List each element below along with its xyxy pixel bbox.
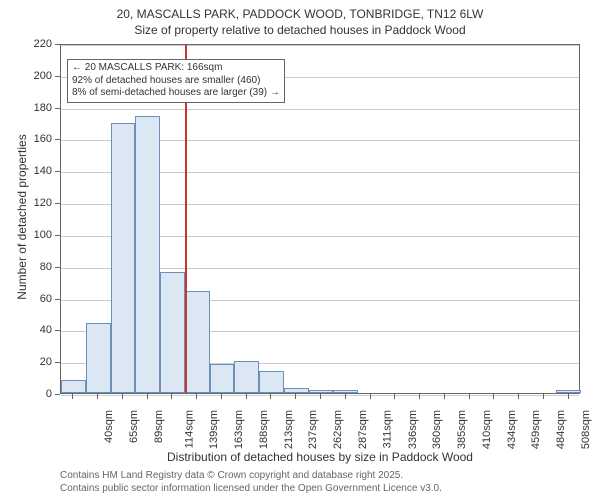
gridline: [61, 45, 579, 46]
x-tick-mark: [270, 394, 271, 399]
y-tick-label: 100: [24, 229, 52, 241]
chart-title-line1: 20, MASCALLS PARK, PADDOCK WOOD, TONBRID…: [0, 6, 600, 22]
x-tick-mark: [493, 394, 494, 399]
y-tick-label: 80: [24, 261, 52, 273]
x-tick-mark: [345, 394, 346, 399]
y-tick-mark: [55, 299, 60, 300]
x-tick-label: 434sqm: [506, 410, 518, 449]
y-axis-label: Number of detached properties: [15, 117, 29, 317]
x-tick-mark: [419, 394, 420, 399]
x-tick-mark: [469, 394, 470, 399]
annotation-line1: ← 20 MASCALLS PARK: 166sqm: [72, 62, 280, 75]
histogram-bar: [259, 371, 284, 393]
y-tick-mark: [55, 330, 60, 331]
histogram-bar: [333, 390, 358, 393]
histogram-bar: [185, 291, 210, 393]
x-tick-label: 459sqm: [530, 410, 542, 449]
x-tick-label: 410sqm: [481, 410, 493, 449]
x-tick-label: 237sqm: [308, 410, 320, 449]
chart-title-line2: Size of property relative to detached ho…: [0, 22, 600, 38]
x-tick-mark: [543, 394, 544, 399]
y-tick-mark: [55, 235, 60, 236]
y-tick-label: 220: [24, 38, 52, 50]
x-tick-mark: [122, 394, 123, 399]
histogram-bar: [210, 364, 235, 393]
x-tick-mark: [394, 394, 395, 399]
x-tick-mark: [295, 394, 296, 399]
y-tick-mark: [55, 44, 60, 45]
annotation-line2: 92% of detached houses are smaller (460): [72, 75, 280, 88]
histogram-bar: [284, 388, 309, 393]
x-tick-label: 336sqm: [407, 410, 419, 449]
x-axis-label: Distribution of detached houses by size …: [60, 450, 580, 464]
x-tick-label: 65sqm: [128, 410, 140, 443]
plot-area: ← 20 MASCALLS PARK: 166sqm92% of detache…: [60, 44, 580, 394]
x-tick-label: 139sqm: [209, 410, 221, 449]
x-tick-mark: [171, 394, 172, 399]
annotation-line3: 8% of semi-detached houses are larger (3…: [72, 87, 280, 100]
y-tick-label: 60: [24, 293, 52, 305]
histogram-bar: [135, 116, 160, 393]
histogram-bar: [309, 390, 334, 393]
x-tick-mark: [196, 394, 197, 399]
y-tick-label: 180: [24, 102, 52, 114]
y-tick-mark: [55, 76, 60, 77]
y-tick-label: 120: [24, 197, 52, 209]
histogram-bar: [86, 323, 111, 393]
y-tick-label: 40: [24, 324, 52, 336]
x-tick-label: 508sqm: [580, 410, 592, 449]
x-tick-mark: [568, 394, 569, 399]
histogram-bar: [160, 272, 185, 393]
histogram-bar: [61, 380, 86, 393]
y-tick-mark: [55, 139, 60, 140]
x-tick-mark: [72, 394, 73, 399]
x-tick-label: 287sqm: [357, 410, 369, 449]
x-tick-label: 360sqm: [431, 410, 443, 449]
x-tick-label: 89sqm: [153, 410, 165, 443]
x-tick-mark: [518, 394, 519, 399]
y-tick-label: 20: [24, 356, 52, 368]
y-tick-mark: [55, 203, 60, 204]
y-tick-label: 140: [24, 165, 52, 177]
y-tick-mark: [55, 171, 60, 172]
footer-line1: Contains HM Land Registry data © Crown c…: [60, 470, 442, 483]
x-tick-label: 163sqm: [233, 410, 245, 449]
x-tick-mark: [97, 394, 98, 399]
chart-container: 20, MASCALLS PARK, PADDOCK WOOD, TONBRID…: [0, 0, 600, 500]
histogram-bar: [111, 123, 136, 393]
x-tick-label: 385sqm: [456, 410, 468, 449]
x-tick-label: 114sqm: [183, 410, 195, 448]
x-tick-mark: [147, 394, 148, 399]
x-tick-mark: [370, 394, 371, 399]
footer-line2: Contains public sector information licen…: [60, 483, 442, 496]
histogram-bar: [234, 361, 259, 393]
x-tick-label: 188sqm: [258, 410, 270, 449]
x-tick-label: 262sqm: [332, 410, 344, 449]
x-tick-label: 311sqm: [381, 410, 393, 448]
x-tick-mark: [221, 394, 222, 399]
y-tick-mark: [55, 267, 60, 268]
y-tick-label: 160: [24, 133, 52, 145]
footer-attribution: Contains HM Land Registry data © Crown c…: [60, 470, 442, 495]
histogram-bar: [556, 390, 581, 393]
x-tick-label: 213sqm: [283, 410, 295, 449]
y-tick-mark: [55, 394, 60, 395]
annotation-box: ← 20 MASCALLS PARK: 166sqm92% of detache…: [67, 59, 285, 103]
x-tick-label: 40sqm: [103, 410, 115, 443]
y-tick-label: 200: [24, 70, 52, 82]
x-tick-mark: [320, 394, 321, 399]
gridline: [61, 109, 579, 110]
y-tick-mark: [55, 108, 60, 109]
y-tick-mark: [55, 362, 60, 363]
x-tick-mark: [444, 394, 445, 399]
y-tick-label: 0: [24, 388, 52, 400]
x-tick-label: 484sqm: [555, 410, 567, 449]
x-tick-mark: [246, 394, 247, 399]
